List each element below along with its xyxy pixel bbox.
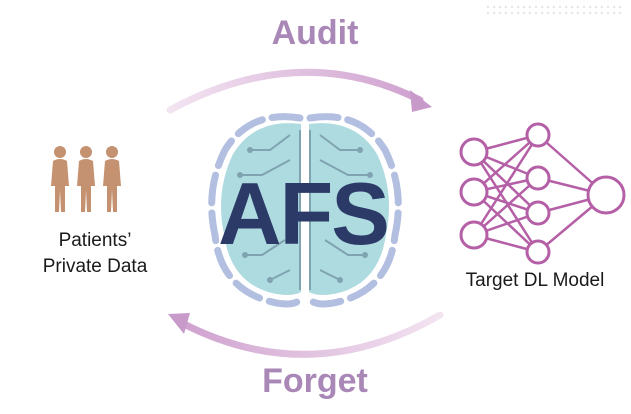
patients-label-line2: Private Data bbox=[42, 256, 148, 277]
model-label: Target DL Model bbox=[465, 270, 605, 291]
neural-network-icon bbox=[459, 122, 626, 265]
people-icon bbox=[51, 146, 121, 212]
afs-brain-text: AFS bbox=[218, 164, 390, 263]
audit-arrow bbox=[166, 68, 432, 114]
forget-arrow bbox=[168, 311, 444, 358]
patients-label-line1: Patients’ bbox=[58, 230, 132, 251]
brain-circuit-icon bbox=[208, 113, 402, 308]
decorative-dots bbox=[485, 4, 625, 18]
forget-label: Forget bbox=[262, 362, 368, 400]
patients-label: Patients’ Private Data bbox=[20, 228, 170, 280]
audit-label: Audit bbox=[271, 14, 359, 52]
